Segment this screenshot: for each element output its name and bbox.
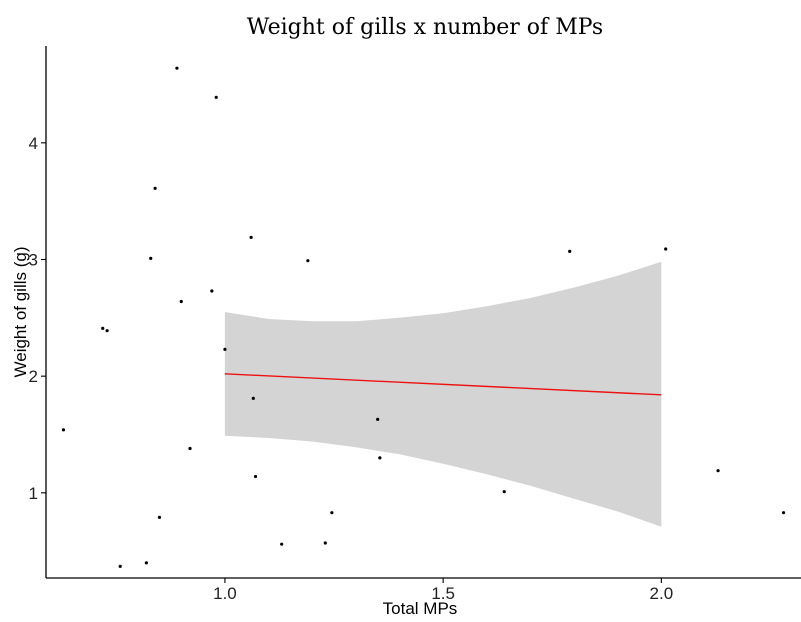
data-point: [330, 511, 334, 515]
data-point: [502, 490, 506, 494]
data-point: [323, 541, 327, 545]
data-point: [568, 249, 572, 253]
x-tick-label: 1.5: [431, 584, 455, 603]
data-point: [253, 474, 258, 479]
regression-line: [224, 373, 662, 396]
data-point: [188, 446, 192, 451]
data-point: [249, 235, 253, 239]
data-point: [105, 329, 109, 333]
y-tick-label: 4: [29, 134, 38, 153]
x-axis-label: Total MPs: [383, 599, 458, 618]
data-point: [175, 66, 179, 70]
points-layer: [61, 66, 786, 568]
confidence-band-layer: [224, 261, 662, 527]
data-point: [61, 428, 66, 432]
data-point: [118, 564, 122, 568]
data-point: [153, 186, 157, 190]
data-point: [251, 396, 255, 400]
data-point: [306, 259, 310, 263]
x-ticks: 1.0 1.5 2.0: [213, 578, 673, 603]
data-point: [214, 95, 218, 99]
data-point: [101, 326, 105, 330]
y-tick-label: 2: [29, 367, 38, 386]
data-point: [376, 417, 380, 421]
data-point: [378, 456, 382, 460]
data-point: [149, 256, 153, 260]
y-axis-label: Weight of gills (g): [11, 246, 30, 377]
fit-line-layer: [224, 373, 662, 396]
data-point: [210, 289, 214, 293]
y-tick-label: 1: [29, 484, 38, 503]
data-point: [223, 347, 227, 351]
data-point: [716, 469, 720, 473]
data-point: [179, 299, 183, 304]
confidence-band: [224, 261, 662, 527]
chart-title: Weight of gills x number of MPs: [247, 15, 603, 40]
x-tick-label: 1.0: [213, 584, 237, 603]
y-ticks: 1 2 3 4: [29, 134, 46, 503]
data-point: [664, 247, 668, 251]
data-point: [144, 561, 148, 565]
data-point: [781, 511, 786, 515]
data-point: [157, 515, 162, 519]
x-tick-label: 2.0: [650, 584, 674, 603]
y-tick-label: 3: [29, 251, 38, 270]
data-point: [280, 542, 284, 546]
